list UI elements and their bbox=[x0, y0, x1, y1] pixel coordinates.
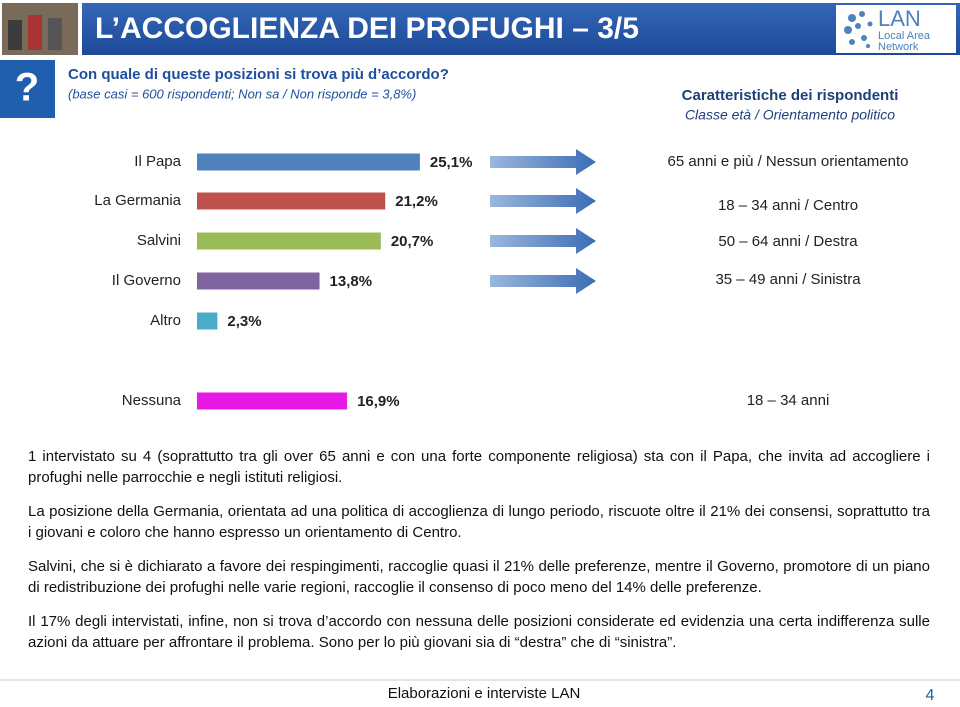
arrow bbox=[490, 149, 596, 175]
footer-source: Elaborazioni e interviste LAN bbox=[388, 685, 581, 702]
paragraph: La posizione della Germania, orientata a… bbox=[28, 503, 930, 541]
respondents-subtitle: Classe età / Orientamento politico bbox=[685, 107, 895, 123]
photo-figure bbox=[28, 15, 42, 50]
paragraph: Il 17% degli intervistati, infine, non s… bbox=[28, 613, 930, 651]
characteristic: 50 – 64 anni / Destra bbox=[718, 233, 858, 250]
paragraph: Salvini, che si è dichiarato a favore de… bbox=[28, 558, 930, 596]
category-label: Salvini bbox=[137, 232, 181, 249]
category-label: Altro bbox=[150, 312, 181, 329]
category-label: Il Governo bbox=[112, 272, 181, 289]
bar bbox=[197, 312, 218, 330]
header-band bbox=[82, 3, 960, 55]
arrow bbox=[490, 188, 596, 214]
value-label: 21,2% bbox=[395, 193, 438, 210]
arrow bbox=[490, 268, 596, 294]
logo-line: Local Area bbox=[878, 30, 931, 42]
question: Con quale di queste posizioni si trova p… bbox=[68, 66, 449, 83]
photo-figure bbox=[8, 20, 22, 50]
logo-line: Network bbox=[878, 41, 919, 53]
characteristic: 65 anni e più / Nessun orientamento bbox=[668, 153, 909, 170]
category-label: Nessuna bbox=[122, 392, 182, 409]
logo-dots bbox=[844, 11, 873, 48]
value-label: 2,3% bbox=[227, 313, 261, 330]
logo-name: LAN bbox=[878, 6, 921, 31]
question-base: (base casi = 600 rispondenti; Non sa / N… bbox=[68, 86, 416, 101]
badge bbox=[0, 60, 55, 118]
photo-figure bbox=[48, 18, 62, 50]
characteristic: 18 – 34 anni bbox=[747, 392, 830, 409]
logo-box bbox=[836, 5, 956, 53]
title: L’ACCOGLIENZA DEI PROFUGHI – 3/5 bbox=[95, 12, 639, 45]
characteristic: 18 – 34 anni / Centro bbox=[718, 197, 858, 214]
arrow bbox=[490, 228, 596, 254]
category-label: La Germania bbox=[94, 192, 181, 209]
value-label: 13,8% bbox=[330, 273, 373, 290]
bar bbox=[197, 232, 381, 250]
page-number: 4 bbox=[926, 687, 935, 704]
value-label: 20,7% bbox=[391, 233, 434, 250]
bar bbox=[197, 153, 420, 171]
respondents-title: Caratteristiche dei rispondenti bbox=[682, 87, 899, 104]
paragraph: 1 intervistato su 4 (soprattutto tra gli… bbox=[28, 448, 930, 486]
category-label: Il Papa bbox=[134, 153, 181, 170]
value-label: 25,1% bbox=[430, 154, 473, 171]
arrows bbox=[490, 149, 596, 294]
bar bbox=[197, 192, 386, 210]
bar bbox=[197, 392, 348, 410]
value-label: 16,9% bbox=[357, 393, 400, 410]
badge-text: ? bbox=[15, 66, 39, 110]
bar bbox=[197, 272, 320, 290]
characteristic: 35 – 49 anni / Sinistra bbox=[715, 271, 861, 288]
